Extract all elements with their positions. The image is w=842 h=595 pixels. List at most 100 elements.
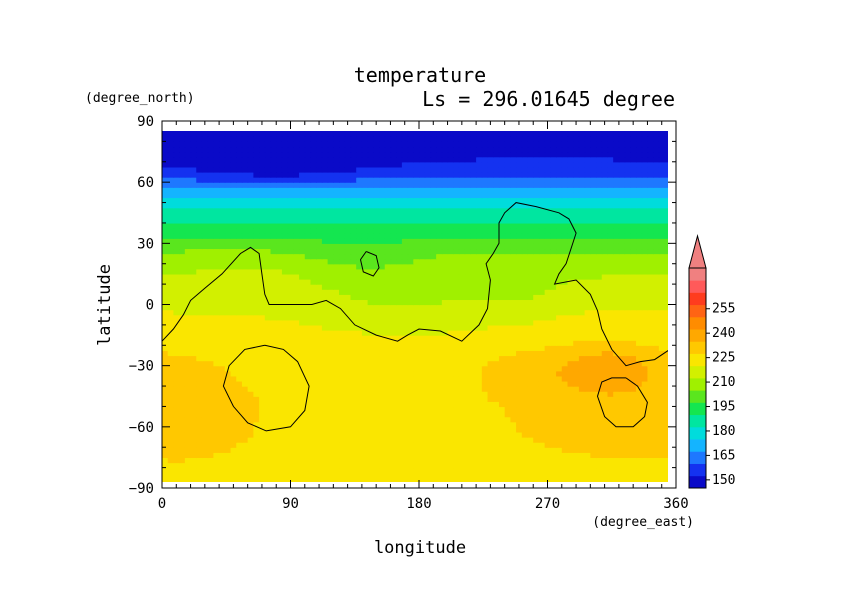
heat-cell xyxy=(481,299,489,306)
heat-cell xyxy=(253,421,260,428)
heat-cell xyxy=(561,421,569,428)
heat-cell xyxy=(281,472,289,479)
heat-cell xyxy=(504,350,511,357)
heat-cell xyxy=(264,212,272,219)
heat-cell xyxy=(361,233,369,239)
heat-cell xyxy=(630,396,637,402)
heat-cell xyxy=(544,304,551,311)
heat-cell xyxy=(470,279,477,285)
heat-cell xyxy=(207,309,214,316)
heat-cell xyxy=(436,350,443,357)
heat-cell xyxy=(344,212,352,219)
heat-cell xyxy=(310,212,317,219)
heat-cell xyxy=(607,350,614,357)
heat-cell xyxy=(179,375,186,382)
heat-cell xyxy=(664,233,668,239)
heat-cell xyxy=(179,345,186,351)
heat-cell xyxy=(390,467,397,474)
heat-cell xyxy=(350,416,357,423)
heat-cell xyxy=(533,457,540,464)
heat-cell xyxy=(276,228,283,234)
heat-cell xyxy=(310,335,317,341)
heat-cell xyxy=(310,263,317,270)
heat-cell xyxy=(167,401,175,408)
heat-cell xyxy=(447,437,454,443)
heat-cell xyxy=(544,431,551,438)
heat-cell xyxy=(230,472,237,479)
heat-cell xyxy=(179,279,186,285)
heat-cell xyxy=(201,442,209,448)
heat-cell xyxy=(339,253,346,260)
heat-cell xyxy=(299,452,306,459)
heat-cell xyxy=(379,222,386,229)
heat-cell xyxy=(230,457,237,464)
heat-cell xyxy=(487,319,494,326)
heat-cell xyxy=(476,319,483,326)
heat-cell xyxy=(241,472,249,479)
heat-cell xyxy=(636,222,643,229)
heat-cell xyxy=(413,273,420,280)
heat-cell xyxy=(658,472,666,479)
heat-cell xyxy=(498,462,506,469)
heat-cell xyxy=(453,207,460,214)
heat-cell xyxy=(219,447,226,453)
heat-cell xyxy=(367,350,374,357)
heat-cell xyxy=(310,268,317,275)
heat-cell xyxy=(578,355,586,362)
heat-cell xyxy=(487,380,494,387)
heat-cell xyxy=(458,263,466,270)
heat-cell xyxy=(630,289,637,295)
heat-cell xyxy=(190,457,197,464)
heat-cell xyxy=(276,263,283,270)
heat-cell xyxy=(264,375,272,382)
heat-cell xyxy=(596,243,603,250)
heat-cell xyxy=(316,380,323,387)
heat-cell xyxy=(498,284,506,290)
heat-cell xyxy=(304,467,312,474)
heat-cell xyxy=(436,411,443,418)
heat-cell xyxy=(538,380,546,387)
heat-cell xyxy=(333,258,340,265)
heat-cell xyxy=(441,457,449,464)
heat-cell xyxy=(613,401,620,408)
heat-cell xyxy=(516,457,523,464)
heat-cell xyxy=(630,207,637,214)
heat-cell xyxy=(190,238,197,244)
heat-cell xyxy=(607,462,614,469)
heat-cell xyxy=(253,222,260,229)
heat-cell xyxy=(550,380,557,387)
heat-cell xyxy=(304,431,312,438)
heat-cell xyxy=(407,350,414,357)
heat-cell xyxy=(293,207,300,214)
heat-cell xyxy=(453,442,460,448)
heat-cell xyxy=(259,217,266,224)
heat-cell xyxy=(567,284,574,290)
heat-cell xyxy=(230,380,237,387)
heat-cell xyxy=(276,289,283,295)
heat-cell xyxy=(276,360,283,367)
heat-cell xyxy=(601,263,609,270)
heat-cell xyxy=(401,477,409,482)
heat-cell xyxy=(281,467,289,474)
heat-cell xyxy=(304,309,312,316)
heat-cell xyxy=(299,258,306,265)
heat-cell xyxy=(436,386,443,392)
heat-cell xyxy=(259,442,266,448)
heat-cell xyxy=(167,365,175,372)
heat-cell xyxy=(458,309,466,316)
heat-cell xyxy=(538,314,546,321)
heat-cell xyxy=(213,421,220,428)
heat-cell xyxy=(287,238,294,244)
heat-cell xyxy=(401,380,409,387)
heat-cell xyxy=(179,238,186,244)
heat-cell xyxy=(350,360,357,367)
heat-cell xyxy=(179,289,186,295)
heat-cell xyxy=(339,309,346,316)
heat-cell xyxy=(184,243,192,250)
heat-cell xyxy=(201,304,209,311)
heat-cell xyxy=(647,350,654,357)
heat-cell xyxy=(173,355,180,362)
heat-cell xyxy=(664,258,668,265)
heat-cell xyxy=(521,396,529,402)
heat-cell xyxy=(556,212,563,219)
